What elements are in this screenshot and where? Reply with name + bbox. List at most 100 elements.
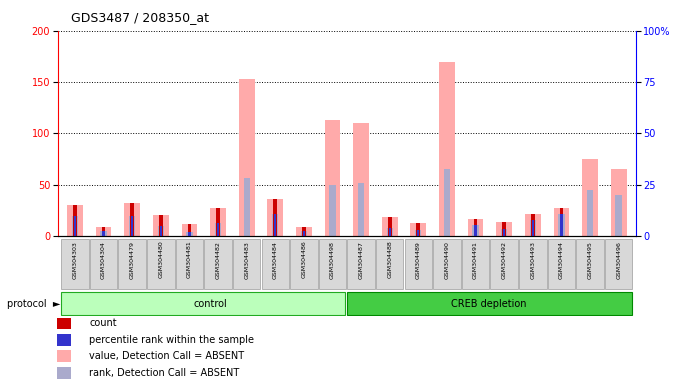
Text: GSM304491: GSM304491 (473, 241, 478, 278)
Bar (532, 220, 534, 236)
Bar (382, 217, 398, 236)
FancyBboxPatch shape (490, 238, 518, 290)
Bar (473, 225, 479, 236)
Bar (554, 209, 569, 236)
Bar (303, 231, 305, 236)
Text: control: control (193, 298, 227, 309)
Text: GSM304486: GSM304486 (301, 241, 307, 278)
Bar (411, 223, 426, 236)
Bar (129, 216, 135, 236)
Bar (416, 223, 420, 236)
Bar (186, 232, 192, 236)
Bar (210, 209, 226, 236)
Text: CREB depletion: CREB depletion (452, 298, 527, 309)
Bar (188, 232, 190, 236)
Bar (102, 227, 105, 236)
Bar (587, 190, 593, 236)
Text: GSM304492: GSM304492 (502, 241, 507, 279)
Text: GSM304496: GSM304496 (616, 241, 621, 278)
Bar (188, 224, 191, 236)
Bar (415, 230, 422, 236)
Bar (611, 169, 626, 236)
Bar (239, 79, 254, 236)
Bar (302, 227, 306, 236)
Text: value, Detection Call = ABSENT: value, Detection Call = ABSENT (89, 351, 244, 361)
Bar (57, 334, 71, 346)
Bar (160, 226, 162, 236)
FancyBboxPatch shape (90, 238, 118, 290)
Bar (474, 219, 477, 236)
Bar (582, 159, 598, 236)
Bar (358, 183, 364, 236)
Bar (274, 214, 276, 236)
Bar (388, 217, 392, 236)
Text: GSM304481: GSM304481 (187, 241, 192, 278)
Bar (388, 228, 391, 236)
FancyBboxPatch shape (204, 238, 232, 290)
FancyBboxPatch shape (233, 238, 260, 290)
Bar (444, 169, 450, 236)
Text: GSM304493: GSM304493 (530, 241, 535, 279)
Bar (560, 214, 562, 236)
Bar (57, 367, 71, 379)
FancyBboxPatch shape (347, 238, 375, 290)
Bar (503, 222, 506, 236)
Text: GSM304489: GSM304489 (416, 241, 421, 278)
Bar (124, 203, 140, 236)
Bar (273, 199, 277, 236)
FancyBboxPatch shape (61, 292, 345, 315)
Bar (272, 214, 278, 236)
Bar (525, 214, 541, 236)
FancyBboxPatch shape (118, 238, 146, 290)
Bar (215, 223, 221, 236)
Bar (324, 120, 341, 236)
Text: count: count (89, 318, 117, 328)
Text: GSM304490: GSM304490 (445, 241, 449, 278)
Text: GDS3487 / 208350_at: GDS3487 / 208350_at (71, 12, 209, 25)
Bar (386, 228, 393, 236)
Text: GSM304483: GSM304483 (244, 241, 249, 278)
Bar (57, 350, 71, 362)
Bar (301, 231, 307, 236)
Bar (267, 199, 283, 236)
Bar (217, 223, 219, 236)
FancyBboxPatch shape (547, 238, 575, 290)
FancyBboxPatch shape (576, 238, 604, 290)
Bar (57, 317, 71, 329)
Text: percentile rank within the sample: percentile rank within the sample (89, 335, 254, 345)
Bar (101, 231, 107, 236)
Bar (96, 227, 112, 236)
Bar (67, 205, 83, 236)
FancyBboxPatch shape (347, 292, 632, 315)
FancyBboxPatch shape (262, 238, 289, 290)
FancyBboxPatch shape (405, 238, 432, 290)
FancyBboxPatch shape (319, 238, 346, 290)
Bar (131, 203, 134, 236)
Bar (153, 215, 169, 236)
Bar (503, 229, 505, 236)
Bar (158, 226, 164, 236)
Bar (103, 231, 105, 236)
Text: GSM304304: GSM304304 (101, 241, 106, 278)
Bar (353, 123, 369, 236)
Text: GSM304494: GSM304494 (559, 241, 564, 279)
Text: GSM304487: GSM304487 (358, 241, 364, 278)
Text: GSM304303: GSM304303 (73, 241, 78, 278)
Bar (216, 209, 220, 236)
Bar (74, 216, 76, 236)
Bar (531, 214, 534, 236)
Bar (418, 230, 420, 236)
Bar (182, 224, 197, 236)
Bar (296, 227, 311, 236)
Bar (243, 178, 250, 236)
Text: GSM304488: GSM304488 (387, 241, 392, 278)
Text: GSM304482: GSM304482 (216, 241, 220, 278)
Bar (468, 219, 483, 236)
Bar (615, 195, 622, 236)
Bar (159, 215, 163, 236)
Bar (439, 61, 455, 236)
FancyBboxPatch shape (175, 238, 203, 290)
Text: protocol  ►: protocol ► (7, 298, 60, 309)
FancyBboxPatch shape (519, 238, 547, 290)
FancyBboxPatch shape (605, 238, 632, 290)
